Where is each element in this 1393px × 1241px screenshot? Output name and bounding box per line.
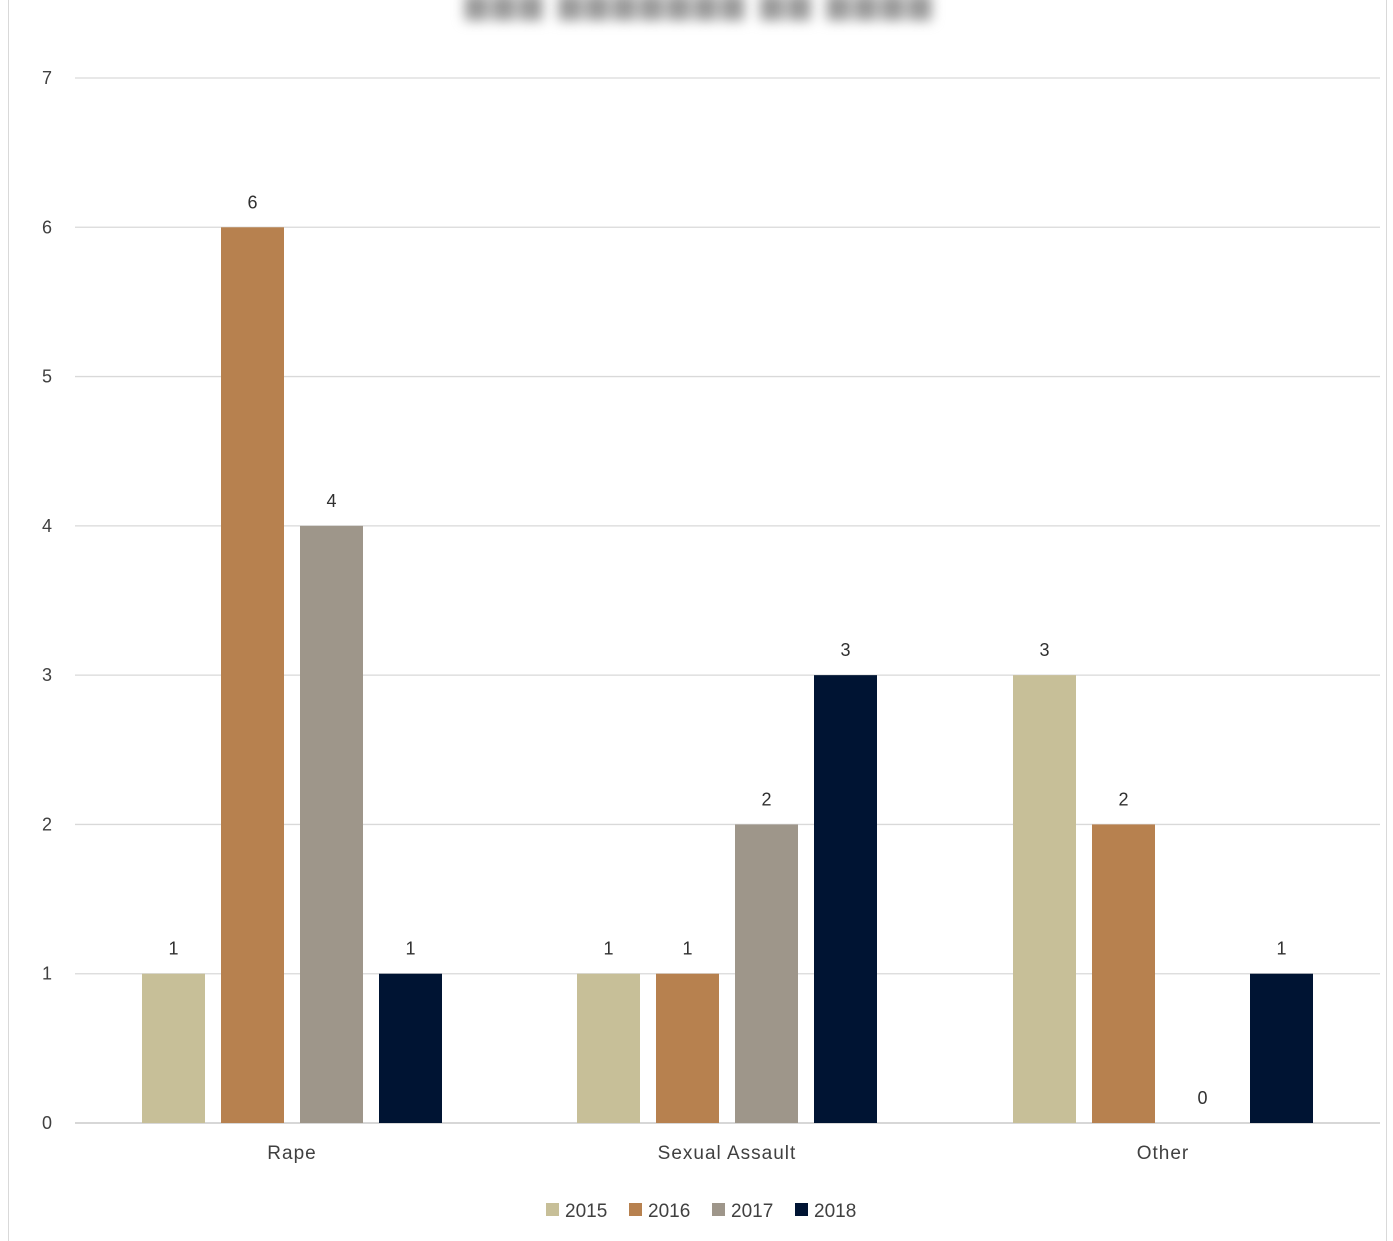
legend-item-2018: 2018 <box>795 1201 856 1222</box>
data-label: 1 <box>682 939 692 959</box>
bar-2016-rape <box>221 227 284 1124</box>
legend-label: 2018 <box>814 1201 856 1222</box>
x-category-label: Rape <box>267 1143 316 1164</box>
data-label: 0 <box>1197 1088 1207 1108</box>
bar-2017-rape <box>300 525 363 1123</box>
y-tick-label: 6 <box>42 217 52 237</box>
bar-2015-rape <box>142 973 205 1123</box>
data-label: 1 <box>603 939 613 959</box>
bar-2018-rape <box>379 973 442 1123</box>
bars <box>142 227 1313 1124</box>
gridlines <box>75 77 1380 1124</box>
y-tick-label: 3 <box>42 665 52 685</box>
legend-label: 2017 <box>731 1201 773 1222</box>
x-category-label: Sexual Assault <box>658 1143 797 1164</box>
legend-label: 2015 <box>565 1201 607 1222</box>
data-label: 3 <box>840 640 850 660</box>
y-tick-label: 5 <box>42 367 52 387</box>
y-tick-label: 0 <box>42 1113 52 1133</box>
data-label: 2 <box>1118 789 1128 809</box>
bar-2018-sexual-assault <box>814 675 877 1123</box>
data-labels: 1 6 4 1 1 1 2 3 3 2 0 1 <box>168 192 1286 1108</box>
legend-swatch <box>712 1203 725 1216</box>
legend-item-2017: 2017 <box>712 1201 773 1222</box>
data-label: 4 <box>326 491 336 511</box>
bar-2017-sexual-assault <box>735 824 798 1123</box>
y-tick-label: 4 <box>42 516 52 536</box>
data-label: 1 <box>168 939 178 959</box>
bar-2016-sexual-assault <box>656 973 719 1123</box>
legend-swatch <box>546 1203 559 1216</box>
legend-swatch <box>795 1203 808 1216</box>
y-axis: 0 1 2 3 4 5 6 7 <box>42 68 52 1133</box>
data-label: 1 <box>405 939 415 959</box>
x-category-label: Other <box>1137 1143 1190 1164</box>
data-label: 3 <box>1039 640 1049 660</box>
bar-2018-other <box>1250 973 1313 1123</box>
legend-item-2016: 2016 <box>629 1201 690 1222</box>
data-label: 1 <box>1276 939 1286 959</box>
bar-2016-other <box>1092 824 1155 1123</box>
y-tick-label: 2 <box>42 814 52 834</box>
y-tick-label: 1 <box>42 964 52 984</box>
chart-frame <box>8 0 1387 1241</box>
legend-label: 2016 <box>648 1201 690 1222</box>
x-axis: Rape Sexual Assault Other <box>267 1143 1190 1164</box>
bar-2015-other <box>1013 675 1076 1123</box>
y-tick-label: 7 <box>42 68 52 88</box>
legend: 2015 2016 2017 2018 <box>546 1201 856 1222</box>
data-label: 2 <box>761 789 771 809</box>
legend-swatch <box>629 1203 642 1216</box>
legend-item-2015: 2015 <box>546 1201 607 1222</box>
data-label: 6 <box>247 192 257 212</box>
bar-2015-sexual-assault <box>577 973 640 1123</box>
